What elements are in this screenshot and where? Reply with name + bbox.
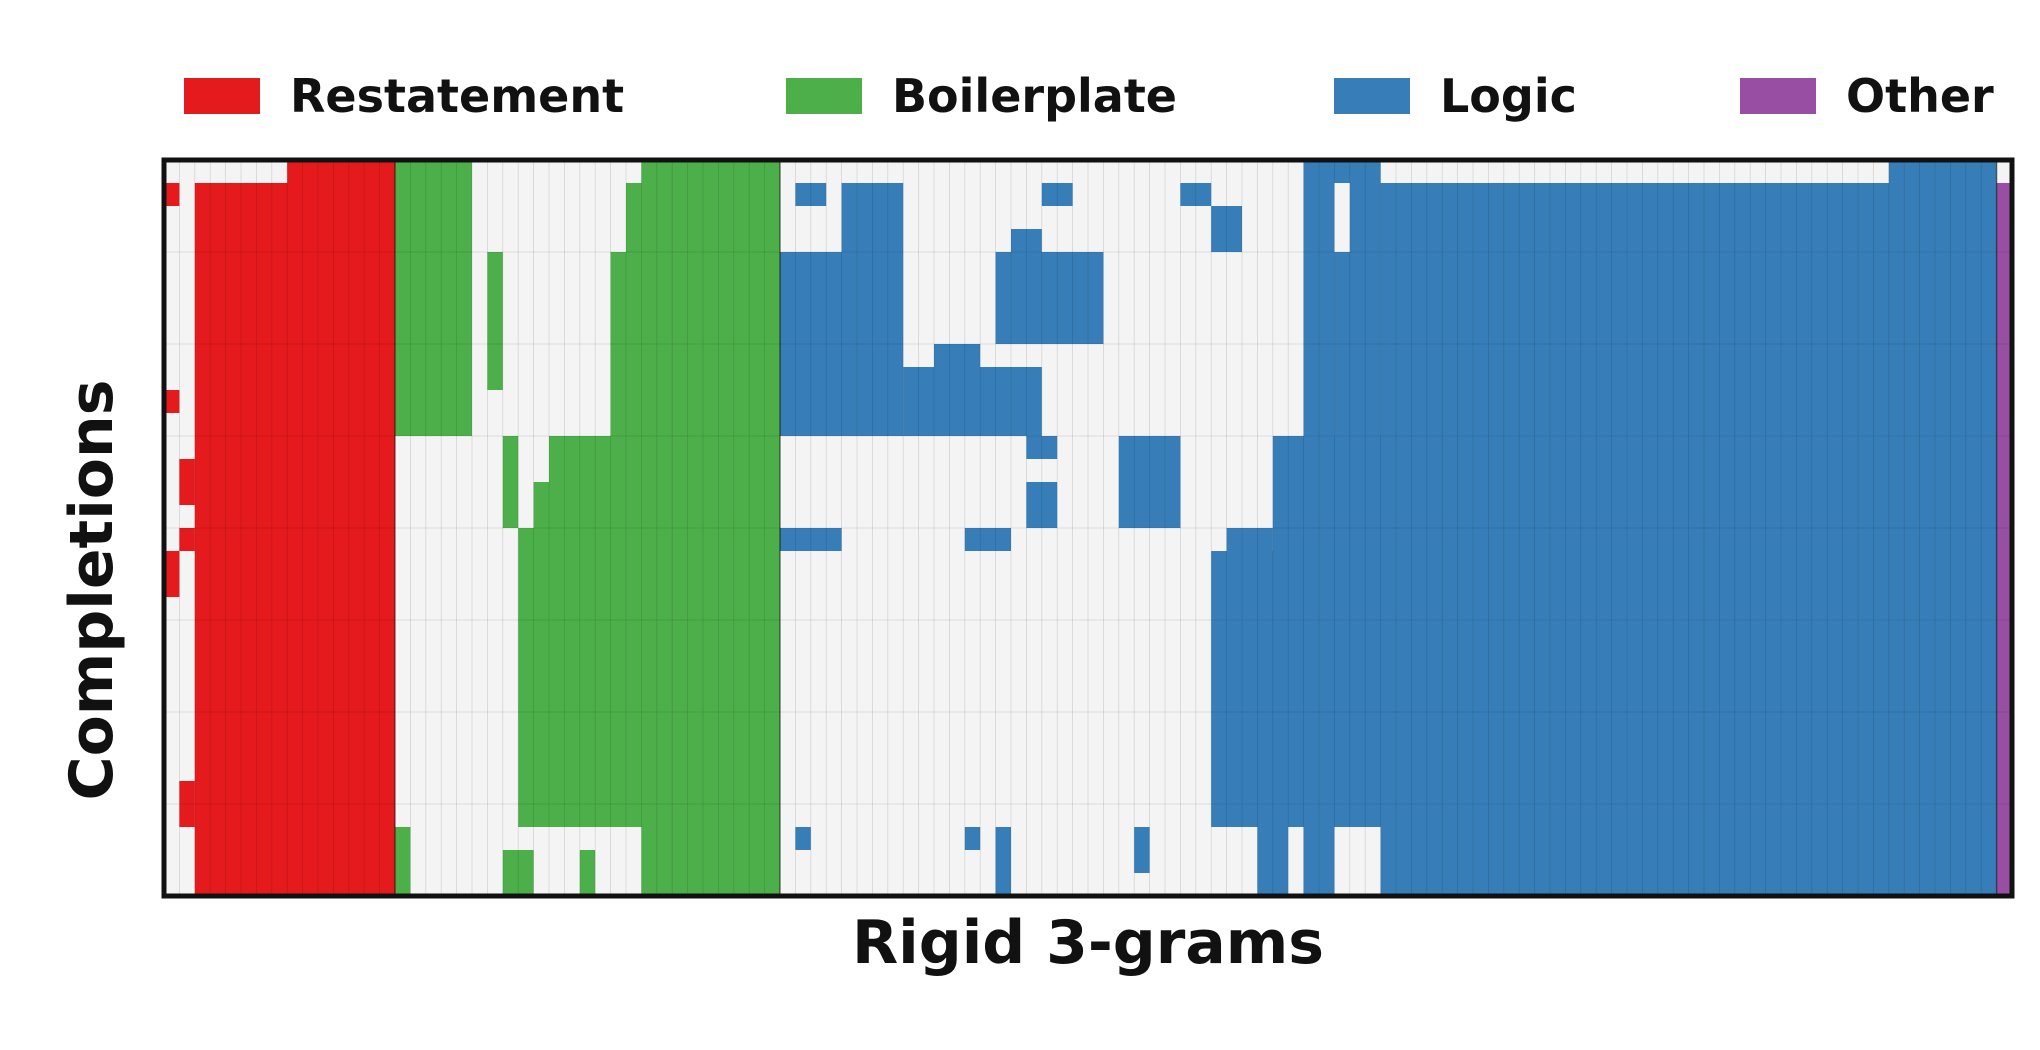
heatmap-cell-block-restatement — [179, 781, 195, 827]
legend-swatch-other — [1740, 78, 1816, 114]
heatmap-cell-block-boilerplate — [641, 160, 780, 183]
heatmap-cell-block-logic — [1226, 528, 1273, 551]
heatmap-cell-block-logic — [964, 528, 1011, 551]
legend: Restatement Boilerplate Logic Other — [0, 68, 2040, 124]
heatmap-cell-block-boilerplate — [395, 827, 411, 896]
heatmap-cell-block-logic — [1334, 252, 1381, 436]
heatmap-cell-block-logic — [1380, 183, 1997, 896]
heatmap-cell-block-boilerplate — [579, 850, 596, 896]
heatmap-cell-block-boilerplate — [626, 183, 780, 252]
legend-swatch-restatement — [184, 78, 260, 114]
heatmap-cell-block-logic — [1888, 160, 1997, 183]
legend-item-boilerplate: Boilerplate — [786, 68, 1177, 124]
heatmap-cell-block-restatement — [164, 390, 180, 413]
legend-swatch-logic — [1334, 78, 1410, 114]
x-axis-label: Rigid 3-grams — [851, 908, 1325, 978]
heatmap-cell-block-logic — [1303, 827, 1335, 896]
heatmap-cell-block-boilerplate — [487, 252, 503, 390]
heatmap-cell-block-logic — [1349, 183, 1381, 252]
heatmap-cell-block-logic — [795, 183, 827, 206]
heatmap-cell-block-boilerplate — [502, 850, 534, 896]
heatmap-cell-block-boilerplate — [395, 160, 472, 436]
heatmap-cell-block-logic — [1011, 229, 1042, 252]
legend-label-other: Other — [1846, 69, 1994, 123]
y-axis-label: Completions — [57, 379, 127, 801]
heatmap-cell-block-logic — [1026, 482, 1058, 528]
heatmap-cell-block-logic — [1257, 827, 1289, 896]
heatmap-cell-block-boilerplate — [641, 827, 780, 896]
heatmap-cell-block-boilerplate — [549, 436, 780, 482]
heatmap-cell-block-logic — [1180, 183, 1212, 206]
heatmap-cell-block-boilerplate — [533, 482, 780, 528]
heatmap-cell-block-other — [1996, 183, 2012, 896]
heatmap-cell-block-logic — [934, 344, 981, 390]
plot-frame — [161, 157, 2015, 899]
heatmap-cell-block-restatement — [287, 160, 395, 896]
legend-item-other: Other — [1740, 68, 1994, 124]
heatmap-cell-block-logic — [995, 252, 1104, 344]
heatmap-cell-block-restatement — [179, 459, 195, 505]
heatmap-cell-block-restatement — [164, 551, 180, 597]
heatmap-cell-block-logic — [1303, 160, 1381, 183]
heatmap-cell-block-boilerplate — [502, 436, 519, 528]
heatmap-cell-block-logic — [1211, 206, 1242, 252]
heatmap-cell-block-boilerplate — [610, 252, 780, 436]
legend-item-logic: Logic — [1334, 68, 1577, 124]
heatmap-cell-block-logic — [1026, 436, 1058, 459]
heatmap-cell-block-boilerplate — [518, 528, 780, 827]
heatmap-cell-block-logic — [780, 528, 842, 551]
legend-label-restatement: Restatement — [290, 69, 625, 123]
heatmap-cell-block-restatement — [179, 528, 195, 551]
heatmap-cell-block-logic — [1303, 436, 1335, 574]
heatmap-cell-block-logic — [995, 827, 1011, 896]
legend-label-boilerplate: Boilerplate — [892, 69, 1178, 123]
heatmap-cell-block-logic — [795, 827, 811, 850]
heatmap-cell-block-logic — [841, 183, 904, 252]
legend-item-restatement: Restatement — [184, 68, 624, 124]
heatmap-cell-block-logic — [780, 252, 904, 436]
heatmap-cell-block-logic — [964, 827, 981, 850]
legend-swatch-boilerplate — [786, 78, 862, 114]
heatmap-cell-block-logic — [1134, 827, 1150, 873]
legend-label-logic: Logic — [1440, 69, 1577, 123]
heatmap-cell-block-logic — [1303, 183, 1335, 436]
heatmap-cell-block-logic — [1118, 436, 1181, 528]
heatmap-cell-block-restatement — [164, 183, 180, 206]
heatmap-cell-block-logic — [1041, 183, 1073, 206]
